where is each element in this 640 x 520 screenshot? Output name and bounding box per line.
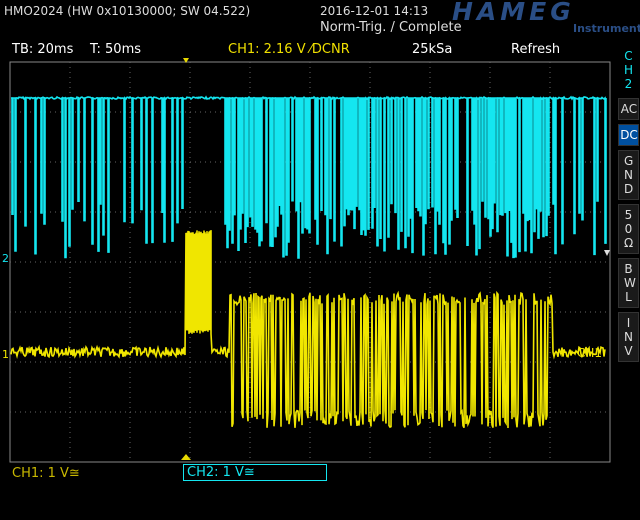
ch2-waveform (10, 95, 607, 259)
datetime: 2016-12-01 14:13 (320, 4, 429, 18)
ch1-label: CH1 (577, 346, 602, 360)
trigger-pos-marker (183, 58, 189, 63)
menu-item-text: DC (620, 128, 638, 142)
brand-logo: HAMEG (452, 0, 575, 26)
ch1-waveform (10, 230, 606, 429)
trigger-pos-marker-bottom (181, 454, 191, 460)
ch2-scale[interactable]: CH2: 1 V≅ (183, 464, 327, 481)
ch1-ground-marker: 1 (2, 348, 9, 361)
menu-item[interactable]: INV (618, 312, 639, 362)
ch1-scale: CH1: 1 V≅ (12, 466, 80, 481)
timebase: TB: 20ms (12, 42, 74, 57)
brand-sub: Instruments (573, 22, 640, 35)
trigger-time: T: 50ms (90, 42, 142, 57)
trigger-level: CH1: 2.16 V ⁄DCNR (228, 42, 350, 57)
menu-item[interactable]: BWL (618, 258, 639, 308)
menu-item-text: BWL (624, 262, 636, 304)
menu-item-text: AC (620, 102, 638, 116)
sample-rate: 25kSa (412, 42, 453, 57)
trigger-level-marker (604, 250, 610, 256)
menu-item[interactable]: AC (618, 98, 639, 120)
trigger-status: Norm-Trig. / Complete (320, 20, 462, 35)
ch2-ground-marker: 2 (2, 252, 9, 265)
menu-item-text: GND (624, 154, 634, 196)
model-info: HMO2024 (HW 0x10130000; SW 04.522) (4, 4, 251, 18)
menu-channel: CH2 (618, 46, 639, 94)
menu-item[interactable]: 50 Ω (618, 204, 639, 254)
menu-item[interactable]: DC (618, 124, 639, 146)
menu-channel-text: CH2 (624, 49, 634, 91)
menu-item[interactable]: GND (618, 150, 639, 200)
menu-item-text: INV (624, 316, 633, 358)
side-menu: CH2 AC DC GND 50 Ω BWL INV (617, 46, 640, 366)
menu-item-text: 50 Ω (624, 208, 634, 250)
acq-mode: Refresh (511, 42, 561, 57)
